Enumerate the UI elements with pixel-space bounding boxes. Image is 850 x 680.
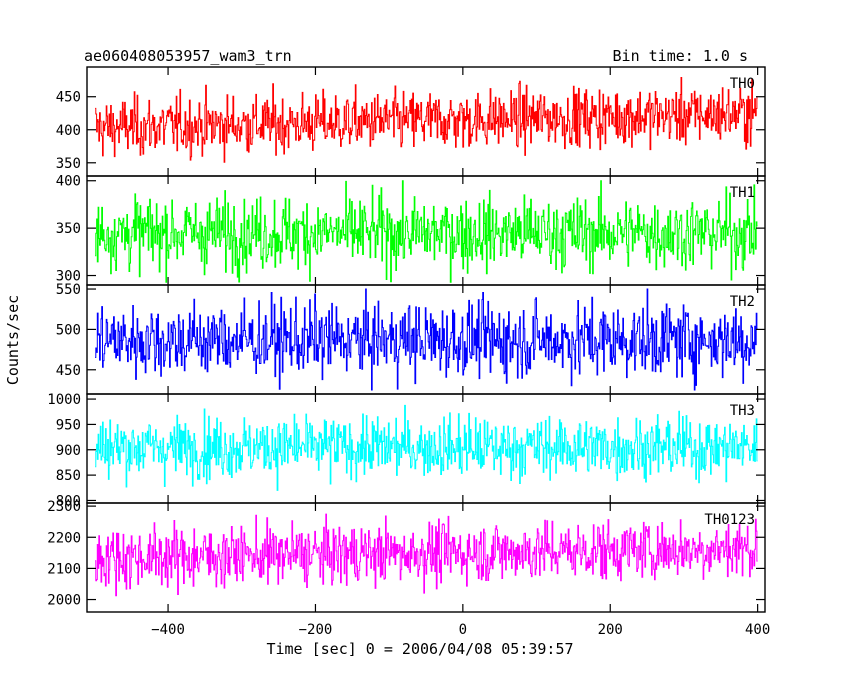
series-line-th1: [95, 180, 758, 283]
y-tick-label: 900: [56, 443, 81, 459]
panels-group: 350400450TH0300350400TH1450500550TH28008…: [47, 66, 766, 613]
x-tick-label: 400: [745, 622, 770, 638]
series-label-th0: TH0: [730, 76, 755, 92]
y-tick-label: 300: [56, 269, 81, 285]
y-tick-label: 1000: [47, 392, 81, 408]
y-tick-label: 2300: [47, 499, 81, 515]
y-tick-label: 400: [56, 174, 81, 190]
y-tick-label: 2100: [47, 561, 81, 577]
series-line-th0123: [95, 513, 758, 597]
y-tick-label: 800: [56, 493, 81, 509]
y-tick-label: 950: [56, 417, 81, 433]
panel-th2: 450 500 550 TH2: [56, 282, 766, 395]
series-line-th0: [95, 77, 758, 163]
chart-title: ae060408053957_wam3_trn: [84, 47, 292, 65]
bin-time-label: Bin time: 1.0 s: [613, 47, 748, 65]
panel-th0: 350 400 450 TH0: [56, 66, 766, 177]
series-label-th3: TH3: [730, 403, 755, 419]
x-tick-label: 0: [459, 622, 467, 638]
x-axis: −400 −200 0 200 400: [151, 622, 770, 638]
series-label-th1: TH1: [730, 185, 755, 201]
series-line-th2: [95, 288, 758, 391]
x-tick-label: −400: [151, 622, 185, 638]
y-tick-label: 850: [56, 468, 81, 484]
panel-th0123: 2000 2100 2200 2300 TH0123: [47, 499, 766, 613]
y-tick-label: 500: [56, 322, 81, 338]
series-line-th3: [95, 404, 758, 491]
y-tick-label: 400: [56, 123, 81, 139]
x-tick-label: 200: [598, 622, 623, 638]
series-label-th2: TH2: [730, 294, 755, 310]
y-tick-label: 550: [56, 282, 81, 298]
x-axis-label: Time [sec] 0 = 2006/04/08 05:39:57: [266, 640, 573, 658]
y-axis-label: Counts/sec: [4, 295, 22, 385]
x-tick-label: −200: [299, 622, 333, 638]
series-label-th0123: TH0123: [704, 512, 755, 528]
y-tick-label: 2200: [47, 530, 81, 546]
panel-frame: [86, 502, 766, 613]
y-tick-label: 2000: [47, 593, 81, 609]
y-tick-label: 450: [56, 90, 81, 106]
panel-th3: 800 850 900 950 1000 TH3: [47, 392, 766, 509]
y-tick-label: 450: [56, 363, 81, 379]
y-tick-label: 350: [56, 156, 81, 172]
y-tick-label: 350: [56, 221, 81, 237]
panel-th1: 300 350 400 TH1: [56, 174, 766, 286]
